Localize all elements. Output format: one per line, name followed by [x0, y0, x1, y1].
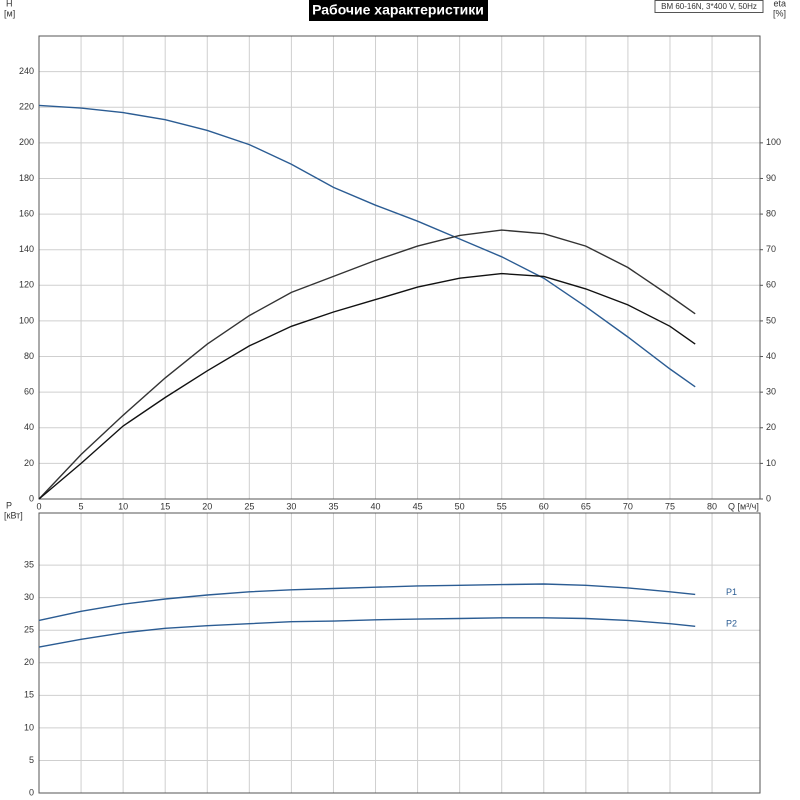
y-tick-label: 20: [24, 458, 34, 468]
curve: [38, 583, 696, 622]
plot-frame: [38, 35, 761, 500]
y-tick-label: 25: [24, 625, 34, 635]
curve: [38, 617, 696, 648]
x-tick-label: 5: [79, 501, 84, 511]
x-tick-label: 80: [707, 501, 717, 511]
y2-tick-label: 0: [766, 493, 771, 503]
y-tick-label: 240: [19, 66, 34, 76]
y-tick-label: 80: [24, 351, 34, 361]
y2-tick-label: 100: [766, 137, 781, 147]
y2-tick-label: 30: [766, 387, 776, 397]
curve: [38, 229, 696, 500]
x-tick-label: 15: [160, 501, 170, 511]
x-tick-label: 10: [118, 501, 128, 511]
x-tick-label: 75: [665, 501, 675, 511]
y-tick-label: 10: [24, 722, 34, 732]
y-tick-label: 5: [29, 755, 34, 765]
y-axis-unit: [м]: [4, 8, 15, 18]
y-tick-label: 15: [24, 690, 34, 700]
y-tick-label: 140: [19, 244, 34, 254]
subtitle-box: [654, 0, 764, 13]
y-tick-label: 100: [19, 315, 34, 325]
y-tick-label: 60: [24, 387, 34, 397]
x-tick-label: 0: [36, 501, 41, 511]
series-label: P1: [726, 587, 737, 597]
y2-tick-label: 80: [766, 208, 776, 218]
x-tick-label: 65: [581, 501, 591, 511]
y-tick-label: 220: [19, 102, 34, 112]
y-tick-label: 40: [24, 422, 34, 432]
x-tick-label: 55: [497, 501, 507, 511]
chart-subtitle: BM 60-16N, 3*400 V, 50Hz: [661, 2, 757, 11]
y2-tick-label: 20: [766, 422, 776, 432]
y-tick-label: 30: [24, 592, 34, 602]
y2-axis-label: eta: [773, 0, 786, 8]
y2-tick-label: 40: [766, 351, 776, 361]
curve: [38, 272, 696, 500]
y-tick-label: 160: [19, 208, 34, 218]
y-tick-label: 20: [24, 657, 34, 667]
x-tick-label: 40: [371, 501, 381, 511]
y2-tick-label: 10: [766, 458, 776, 468]
x-axis-label: Q [м³/ч]: [728, 501, 759, 511]
x-tick-label: 25: [244, 501, 254, 511]
y2-tick-label: 90: [766, 173, 776, 183]
x-tick-label: 45: [413, 501, 423, 511]
y2-axis-unit: [%]: [773, 8, 786, 18]
y-tick-label: 0: [29, 787, 34, 797]
y-tick-label: 0: [29, 493, 34, 503]
y-axis-label: P: [6, 500, 12, 510]
curve: [38, 104, 696, 388]
x-tick-label: 30: [286, 501, 296, 511]
x-tick-label: 60: [539, 501, 549, 511]
y2-tick-label: 60: [766, 280, 776, 290]
chart-title: Рабочие характеристики: [312, 2, 484, 18]
y2-tick-label: 70: [766, 244, 776, 254]
y-tick-label: 200: [19, 137, 34, 147]
y-tick-label: 120: [19, 280, 34, 290]
y-tick-label: 180: [19, 173, 34, 183]
x-tick-label: 50: [455, 501, 465, 511]
plot-frame: [38, 512, 761, 794]
y-axis-unit: [кВт]: [4, 510, 23, 520]
x-tick-label: 35: [328, 501, 338, 511]
y-axis-label: H: [6, 0, 13, 8]
x-tick-label: 70: [623, 501, 633, 511]
x-tick-label: 20: [202, 501, 212, 511]
y2-tick-label: 50: [766, 315, 776, 325]
title-box: [309, 0, 488, 21]
series-label: P2: [726, 619, 737, 629]
y-tick-label: 35: [24, 559, 34, 569]
